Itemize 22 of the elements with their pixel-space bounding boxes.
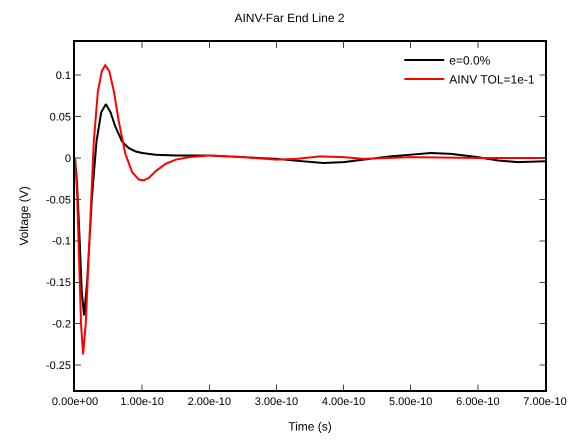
- y-axis-title: Voltage (V): [16, 186, 31, 246]
- x-tick-label: 7.00e-10: [523, 396, 567, 408]
- y-tick-label: -0.25: [46, 360, 72, 372]
- legend-label: AINV TOL=1e-1: [449, 72, 535, 87]
- y-tick-label: 0.05: [50, 111, 72, 124]
- x-tick-label: 0.00e+00: [52, 396, 98, 408]
- y-tick-label: -0.15: [46, 277, 72, 290]
- y-tick-label: -0.05: [46, 194, 72, 206]
- x-tick-label: 5.00e-10: [388, 396, 432, 408]
- line-series: [75, 64, 545, 356]
- x-tick-label: 3.00e-10: [254, 396, 298, 408]
- chart-title: AINV-Far End Line 2: [234, 10, 345, 25]
- y-tick-label: 0: [64, 152, 72, 165]
- y-tick-label: -0.2: [52, 318, 72, 331]
- y-tick-label: -0.1: [52, 236, 72, 248]
- x-tick-label: 2.00e-10: [188, 396, 232, 408]
- x-tick-label: 1.00e-10: [120, 396, 164, 408]
- y-tick-label: 0.1: [56, 70, 72, 82]
- x-axis-title: Time (s): [288, 419, 332, 434]
- legend-label: e=0.0%: [449, 54, 491, 68]
- x-tick-label: 4.00e-10: [322, 396, 366, 408]
- x-tick-label: 6.00e-10: [456, 396, 500, 408]
